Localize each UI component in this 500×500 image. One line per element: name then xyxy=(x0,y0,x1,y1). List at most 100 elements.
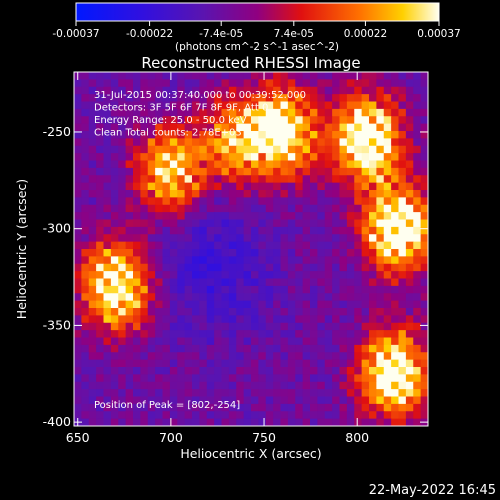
heatmap-cell xyxy=(354,300,363,309)
heatmap-cell xyxy=(376,315,385,324)
heatmap-cell xyxy=(383,226,392,235)
heatmap-cell xyxy=(354,293,363,302)
heatmap-cell xyxy=(140,256,149,265)
heatmap-cell xyxy=(273,278,281,287)
heatmap-cell xyxy=(184,204,193,213)
heatmap-cell xyxy=(147,167,156,176)
heatmap-cell xyxy=(162,212,171,220)
heatmap-cell xyxy=(155,131,163,139)
heatmap-cell xyxy=(287,226,296,235)
heatmap-cell xyxy=(295,352,304,361)
heatmap-cell xyxy=(88,308,97,316)
heatmap-cell xyxy=(280,367,289,375)
heatmap-cell xyxy=(302,344,311,353)
heatmap-cell xyxy=(221,256,230,265)
heatmap-cell xyxy=(169,300,178,309)
heatmap-cell xyxy=(332,278,340,287)
heatmap-cell xyxy=(125,167,134,176)
heatmap-cell xyxy=(369,123,377,132)
heatmap-cell xyxy=(228,263,237,272)
heatmap-cell xyxy=(265,86,274,95)
colorbar-tick-label: -0.00022 xyxy=(126,28,173,40)
heatmap-cell xyxy=(317,374,326,383)
heatmap-cell xyxy=(228,308,237,316)
heatmap-cell xyxy=(251,285,259,294)
heatmap-cell xyxy=(236,182,245,191)
heatmap-cell xyxy=(177,403,186,412)
heatmap-cell xyxy=(405,167,414,176)
heatmap-cell xyxy=(192,249,200,257)
heatmap-cell xyxy=(243,226,252,235)
heatmap-cell xyxy=(199,411,208,420)
heatmap-cell xyxy=(155,108,163,117)
heatmap-cell xyxy=(361,182,370,191)
heatmap-cell xyxy=(184,293,193,302)
heatmap-cell xyxy=(317,145,326,154)
heatmap-cell xyxy=(413,271,422,279)
heatmap-cell xyxy=(391,226,399,235)
heatmap-cell xyxy=(332,72,340,80)
heatmap-cell xyxy=(236,101,245,110)
heatmap-cell xyxy=(376,116,385,125)
heatmap-cell xyxy=(332,263,340,272)
heatmap-cell xyxy=(147,138,156,147)
heatmap-cell xyxy=(310,138,318,147)
heatmap-cell xyxy=(110,145,119,154)
heatmap-cell xyxy=(346,396,355,405)
heatmap-cell xyxy=(155,344,163,353)
heatmap-cell xyxy=(332,79,340,88)
heatmap-cell xyxy=(258,175,267,184)
heatmap-cell xyxy=(199,381,208,390)
heatmap-cell xyxy=(162,94,171,102)
heatmap-cell xyxy=(295,308,304,316)
heatmap-cell xyxy=(324,108,333,117)
heatmap-cell xyxy=(391,389,399,397)
heatmap-cell xyxy=(287,138,296,147)
heatmap-cell xyxy=(317,285,326,294)
heatmap-cell xyxy=(273,160,281,169)
heatmap-cell xyxy=(391,182,399,191)
heatmap-cell xyxy=(236,256,245,265)
heatmap-cell xyxy=(155,72,163,80)
heatmap-cell xyxy=(361,359,370,368)
heatmap-cell xyxy=(147,285,156,294)
heatmap-cell xyxy=(140,263,149,272)
heatmap-cell xyxy=(310,197,318,206)
heatmap-cell xyxy=(192,145,200,154)
heatmap-cell xyxy=(140,160,149,169)
heatmap-cell xyxy=(413,197,422,206)
heatmap-cell xyxy=(265,249,274,257)
heatmap-cell xyxy=(162,411,171,420)
heatmap-cell xyxy=(361,101,370,110)
heatmap-cell xyxy=(287,359,296,368)
heatmap-cell xyxy=(376,308,385,316)
heatmap-cell xyxy=(74,330,82,338)
heatmap-cell xyxy=(405,197,414,206)
heatmap-cell xyxy=(324,153,333,161)
heatmap-cell xyxy=(243,256,252,265)
heatmap-cell xyxy=(88,101,97,110)
heatmap-cell xyxy=(265,322,274,331)
heatmap-cell xyxy=(346,337,355,346)
heatmap-cell xyxy=(332,175,340,184)
heatmap-cell xyxy=(420,108,428,117)
heatmap-cell xyxy=(361,153,370,161)
heatmap-cell xyxy=(391,263,399,272)
heatmap-cell xyxy=(125,418,134,426)
heatmap-cell xyxy=(317,271,326,279)
heatmap-cell xyxy=(169,263,178,272)
heatmap-cell xyxy=(265,278,274,287)
heatmap-cell xyxy=(420,271,428,279)
heatmap-cell xyxy=(280,190,289,198)
heatmap-cell xyxy=(405,337,414,346)
heatmap-cell xyxy=(251,79,259,88)
heatmap-cell xyxy=(133,94,141,102)
heatmap-cell xyxy=(383,101,392,110)
heatmap-cell xyxy=(369,330,377,338)
heatmap-cell xyxy=(140,403,149,412)
heatmap-cell xyxy=(125,204,134,213)
heatmap-cell xyxy=(228,396,237,405)
heatmap-cell xyxy=(258,249,267,257)
heatmap-cell xyxy=(214,249,222,257)
heatmap-cell xyxy=(118,234,127,243)
